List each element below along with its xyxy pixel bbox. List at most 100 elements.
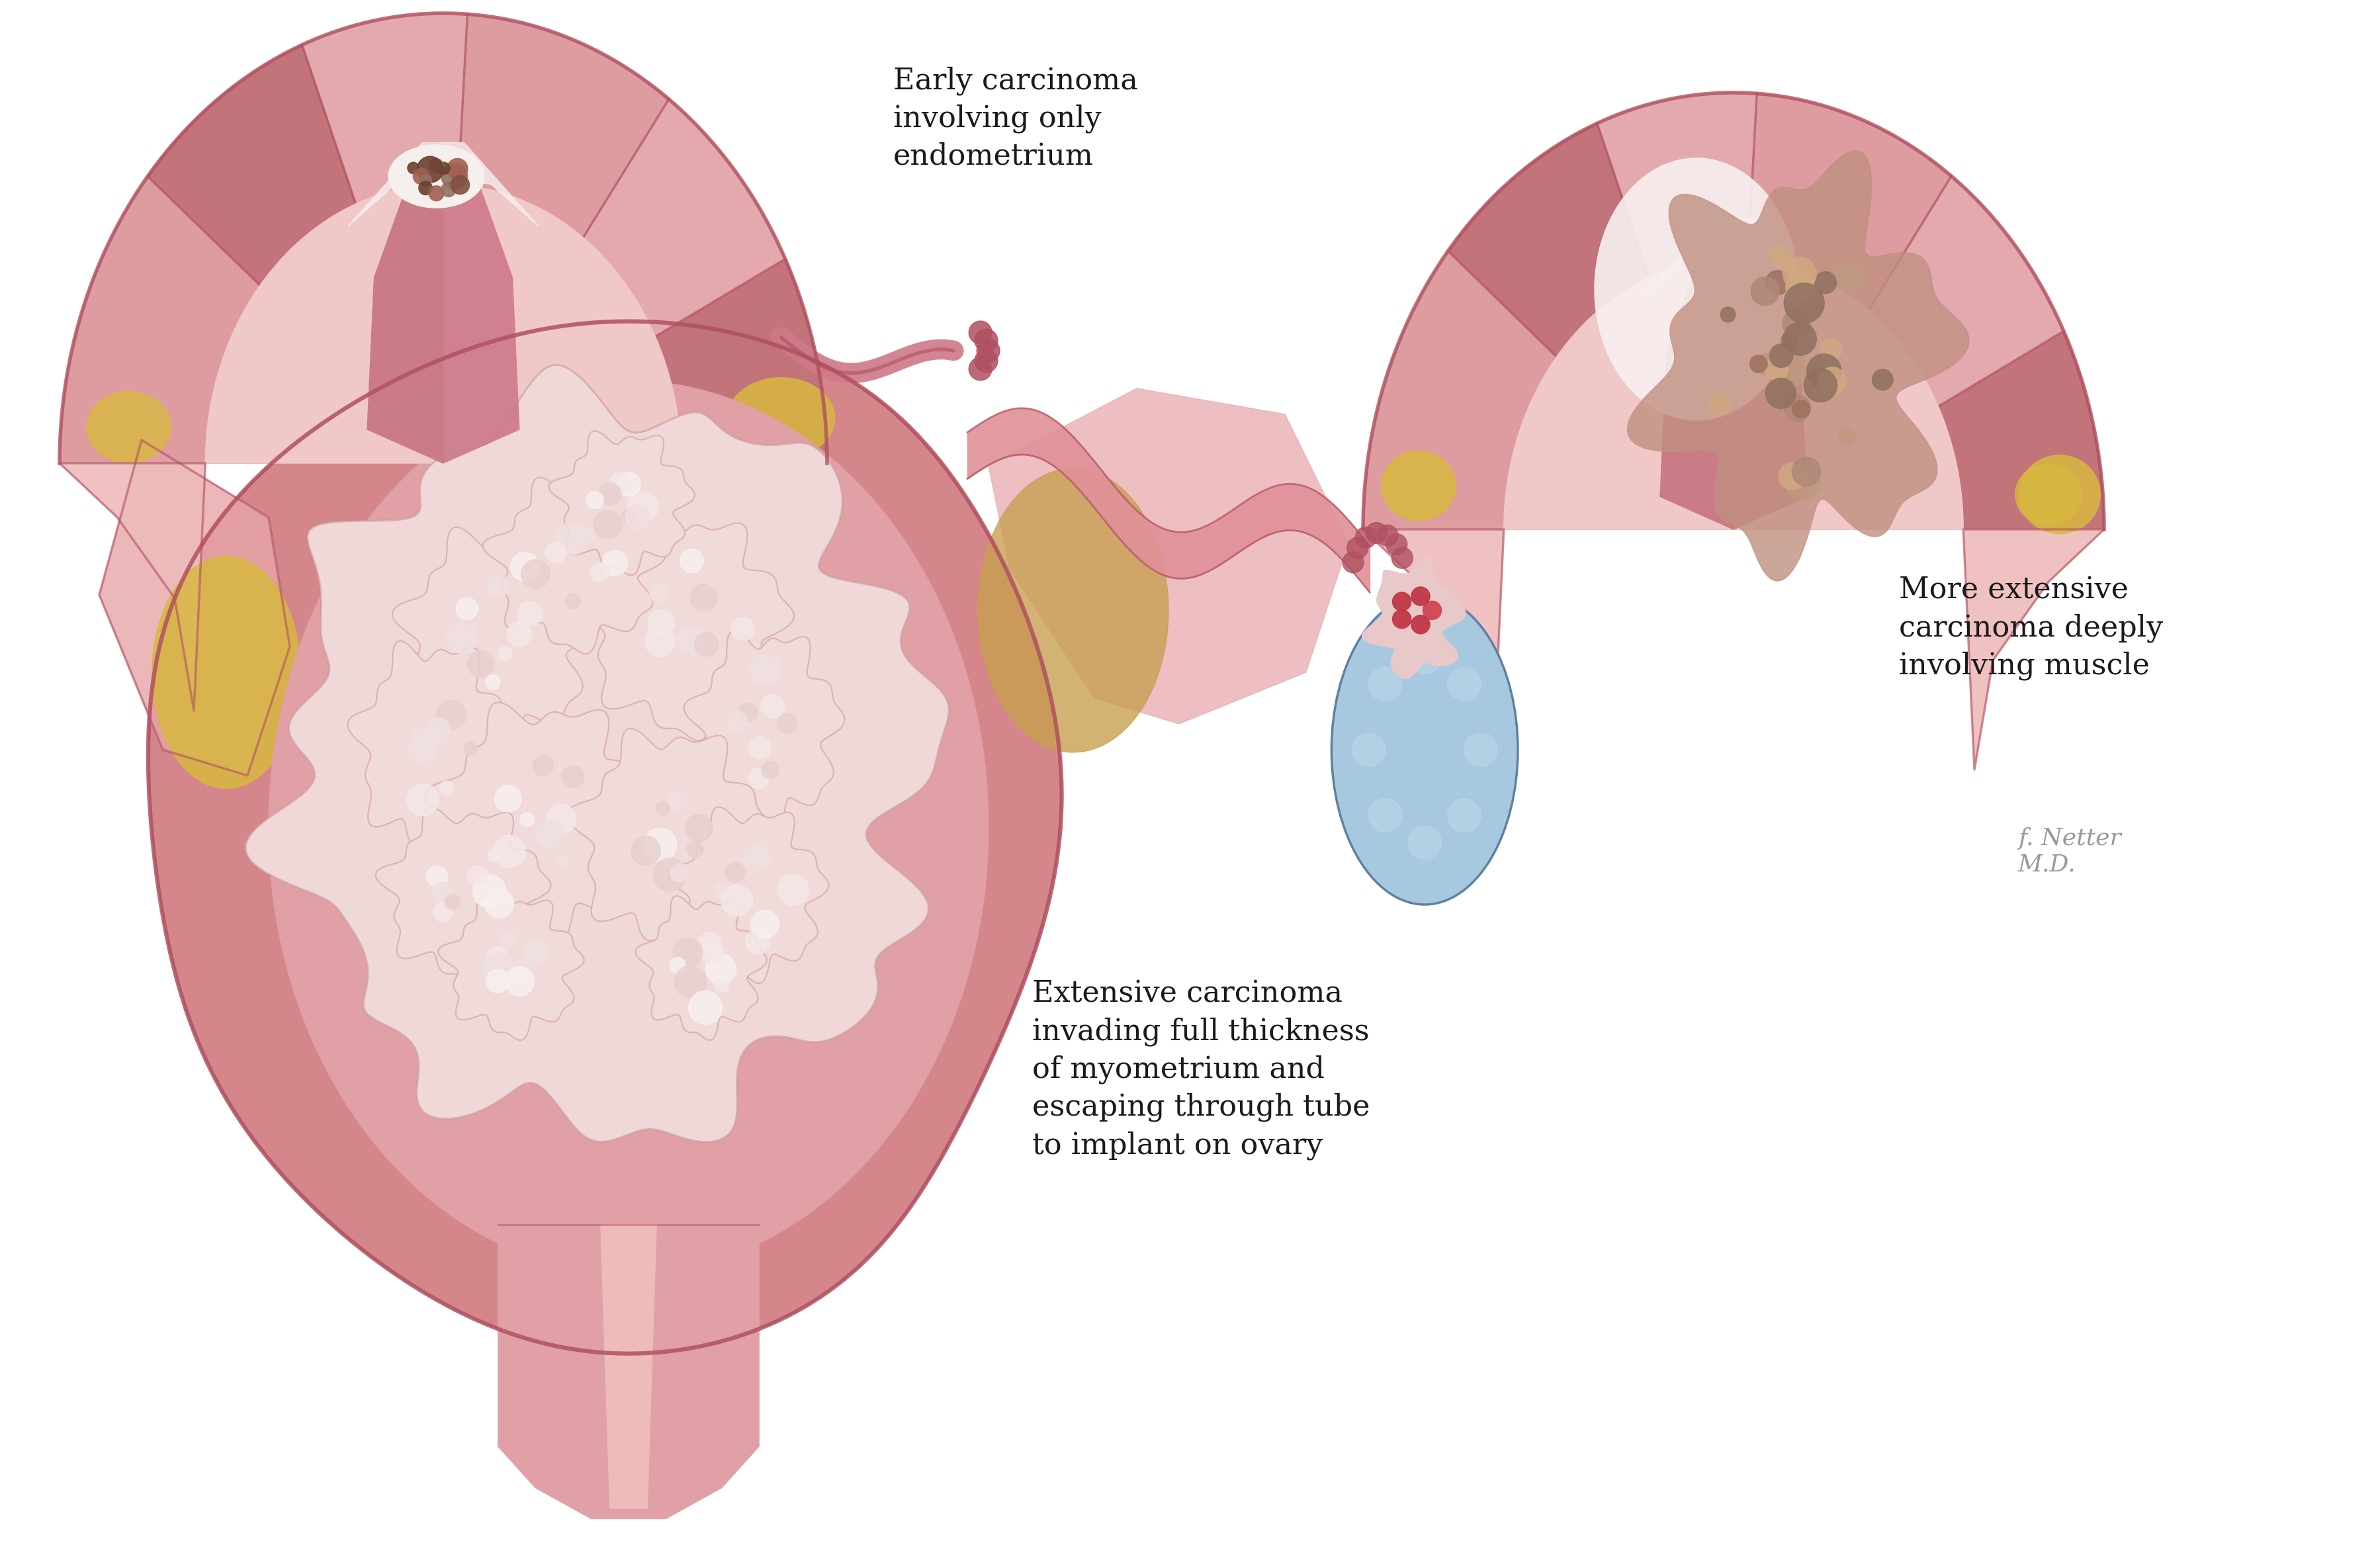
Polygon shape: [60, 463, 205, 711]
Circle shape: [407, 784, 438, 816]
Circle shape: [700, 933, 721, 955]
Polygon shape: [576, 516, 795, 740]
Circle shape: [743, 844, 769, 871]
Circle shape: [657, 802, 669, 815]
Circle shape: [1783, 258, 1816, 291]
Ellipse shape: [1595, 159, 1797, 420]
Circle shape: [690, 585, 716, 611]
Circle shape: [1783, 395, 1811, 421]
Circle shape: [1783, 283, 1823, 323]
Circle shape: [447, 622, 476, 653]
Circle shape: [1792, 400, 1809, 418]
Circle shape: [1871, 370, 1892, 390]
Circle shape: [440, 182, 455, 197]
Circle shape: [1749, 355, 1766, 373]
Circle shape: [545, 543, 566, 563]
Circle shape: [1783, 309, 1811, 337]
Circle shape: [645, 627, 676, 656]
Circle shape: [721, 885, 752, 916]
Circle shape: [1749, 277, 1778, 305]
Circle shape: [778, 874, 809, 905]
Circle shape: [414, 168, 428, 185]
Circle shape: [495, 785, 521, 812]
Circle shape: [447, 159, 466, 179]
Text: Early carcinoma
involving only
endometrium: Early carcinoma involving only endometri…: [892, 67, 1138, 171]
Circle shape: [1392, 610, 1411, 628]
Circle shape: [643, 829, 676, 861]
Polygon shape: [1937, 331, 2104, 529]
Circle shape: [1768, 246, 1790, 267]
Circle shape: [426, 866, 447, 886]
Circle shape: [1778, 463, 1806, 490]
Circle shape: [583, 527, 597, 541]
Circle shape: [674, 966, 707, 998]
Circle shape: [1754, 355, 1775, 375]
Polygon shape: [347, 641, 516, 857]
Circle shape: [505, 967, 533, 995]
Circle shape: [1376, 526, 1397, 546]
Circle shape: [976, 339, 1000, 362]
Circle shape: [597, 482, 621, 505]
Circle shape: [678, 627, 707, 655]
Circle shape: [1837, 428, 1854, 445]
Polygon shape: [1868, 176, 2063, 406]
Circle shape: [750, 910, 778, 938]
Polygon shape: [483, 477, 664, 653]
Circle shape: [685, 841, 702, 858]
Circle shape: [626, 505, 650, 530]
Circle shape: [486, 675, 500, 689]
Circle shape: [650, 585, 669, 603]
Polygon shape: [269, 381, 988, 1274]
Polygon shape: [205, 183, 681, 463]
Circle shape: [1411, 616, 1430, 634]
Circle shape: [486, 889, 514, 919]
Circle shape: [762, 695, 785, 718]
Circle shape: [455, 597, 478, 619]
Circle shape: [674, 938, 702, 967]
Polygon shape: [669, 807, 828, 983]
Polygon shape: [1628, 151, 1968, 582]
Polygon shape: [1364, 250, 1557, 529]
Circle shape: [671, 863, 688, 882]
Circle shape: [1423, 602, 1440, 620]
Circle shape: [545, 804, 576, 833]
Polygon shape: [1361, 558, 1466, 678]
Circle shape: [1407, 826, 1440, 860]
Circle shape: [488, 849, 502, 863]
Circle shape: [1821, 339, 1842, 361]
Circle shape: [704, 953, 735, 984]
Circle shape: [438, 162, 450, 174]
Circle shape: [669, 791, 688, 810]
Circle shape: [1366, 522, 1388, 544]
Circle shape: [702, 942, 724, 964]
Circle shape: [486, 947, 507, 969]
Polygon shape: [1747, 93, 1952, 311]
Circle shape: [1785, 274, 1814, 302]
Circle shape: [474, 874, 507, 908]
Circle shape: [1392, 592, 1411, 611]
Circle shape: [762, 760, 778, 779]
Circle shape: [409, 726, 424, 740]
Circle shape: [1368, 799, 1402, 832]
Circle shape: [436, 700, 466, 729]
Polygon shape: [654, 260, 826, 463]
Ellipse shape: [978, 468, 1169, 753]
Circle shape: [1783, 322, 1816, 356]
Circle shape: [973, 350, 997, 373]
Polygon shape: [148, 45, 355, 286]
Circle shape: [493, 835, 526, 868]
Circle shape: [507, 622, 531, 647]
Circle shape: [1721, 306, 1735, 322]
Circle shape: [973, 330, 997, 351]
Circle shape: [695, 633, 719, 656]
Circle shape: [593, 510, 621, 540]
Polygon shape: [1597, 93, 1756, 278]
Polygon shape: [426, 703, 659, 942]
Circle shape: [590, 563, 609, 582]
Circle shape: [1352, 732, 1385, 767]
Circle shape: [509, 966, 526, 981]
Circle shape: [726, 711, 747, 732]
Polygon shape: [367, 143, 443, 463]
Circle shape: [428, 159, 443, 173]
Circle shape: [481, 953, 514, 986]
